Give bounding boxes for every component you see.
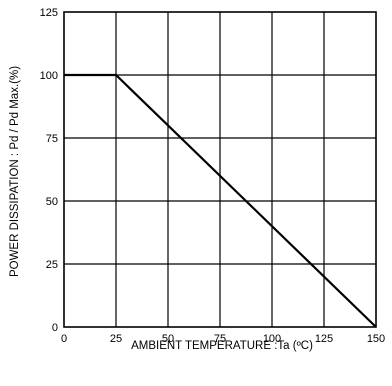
x-tick-label: 25 [110, 333, 122, 345]
y-tick-label: 50 [46, 196, 58, 208]
x-tick-label: 125 [315, 333, 333, 345]
grid-lines [64, 12, 376, 327]
x-tick-label: 150 [367, 333, 385, 345]
y-axis-title: POWER DISSIPATION : Pd / Pd Max.(%) [9, 66, 21, 277]
x-tick-label: 0 [61, 333, 67, 345]
y-tick-label: 75 [46, 133, 58, 145]
y-tick-label: 100 [40, 70, 58, 82]
y-tick-label: 125 [40, 7, 58, 19]
y-tick-label: 0 [52, 322, 58, 334]
x-axis-title: AMBIENT TEMPERATURE :Ta (ºC) [131, 340, 313, 352]
y-tick-label: 25 [46, 259, 58, 271]
